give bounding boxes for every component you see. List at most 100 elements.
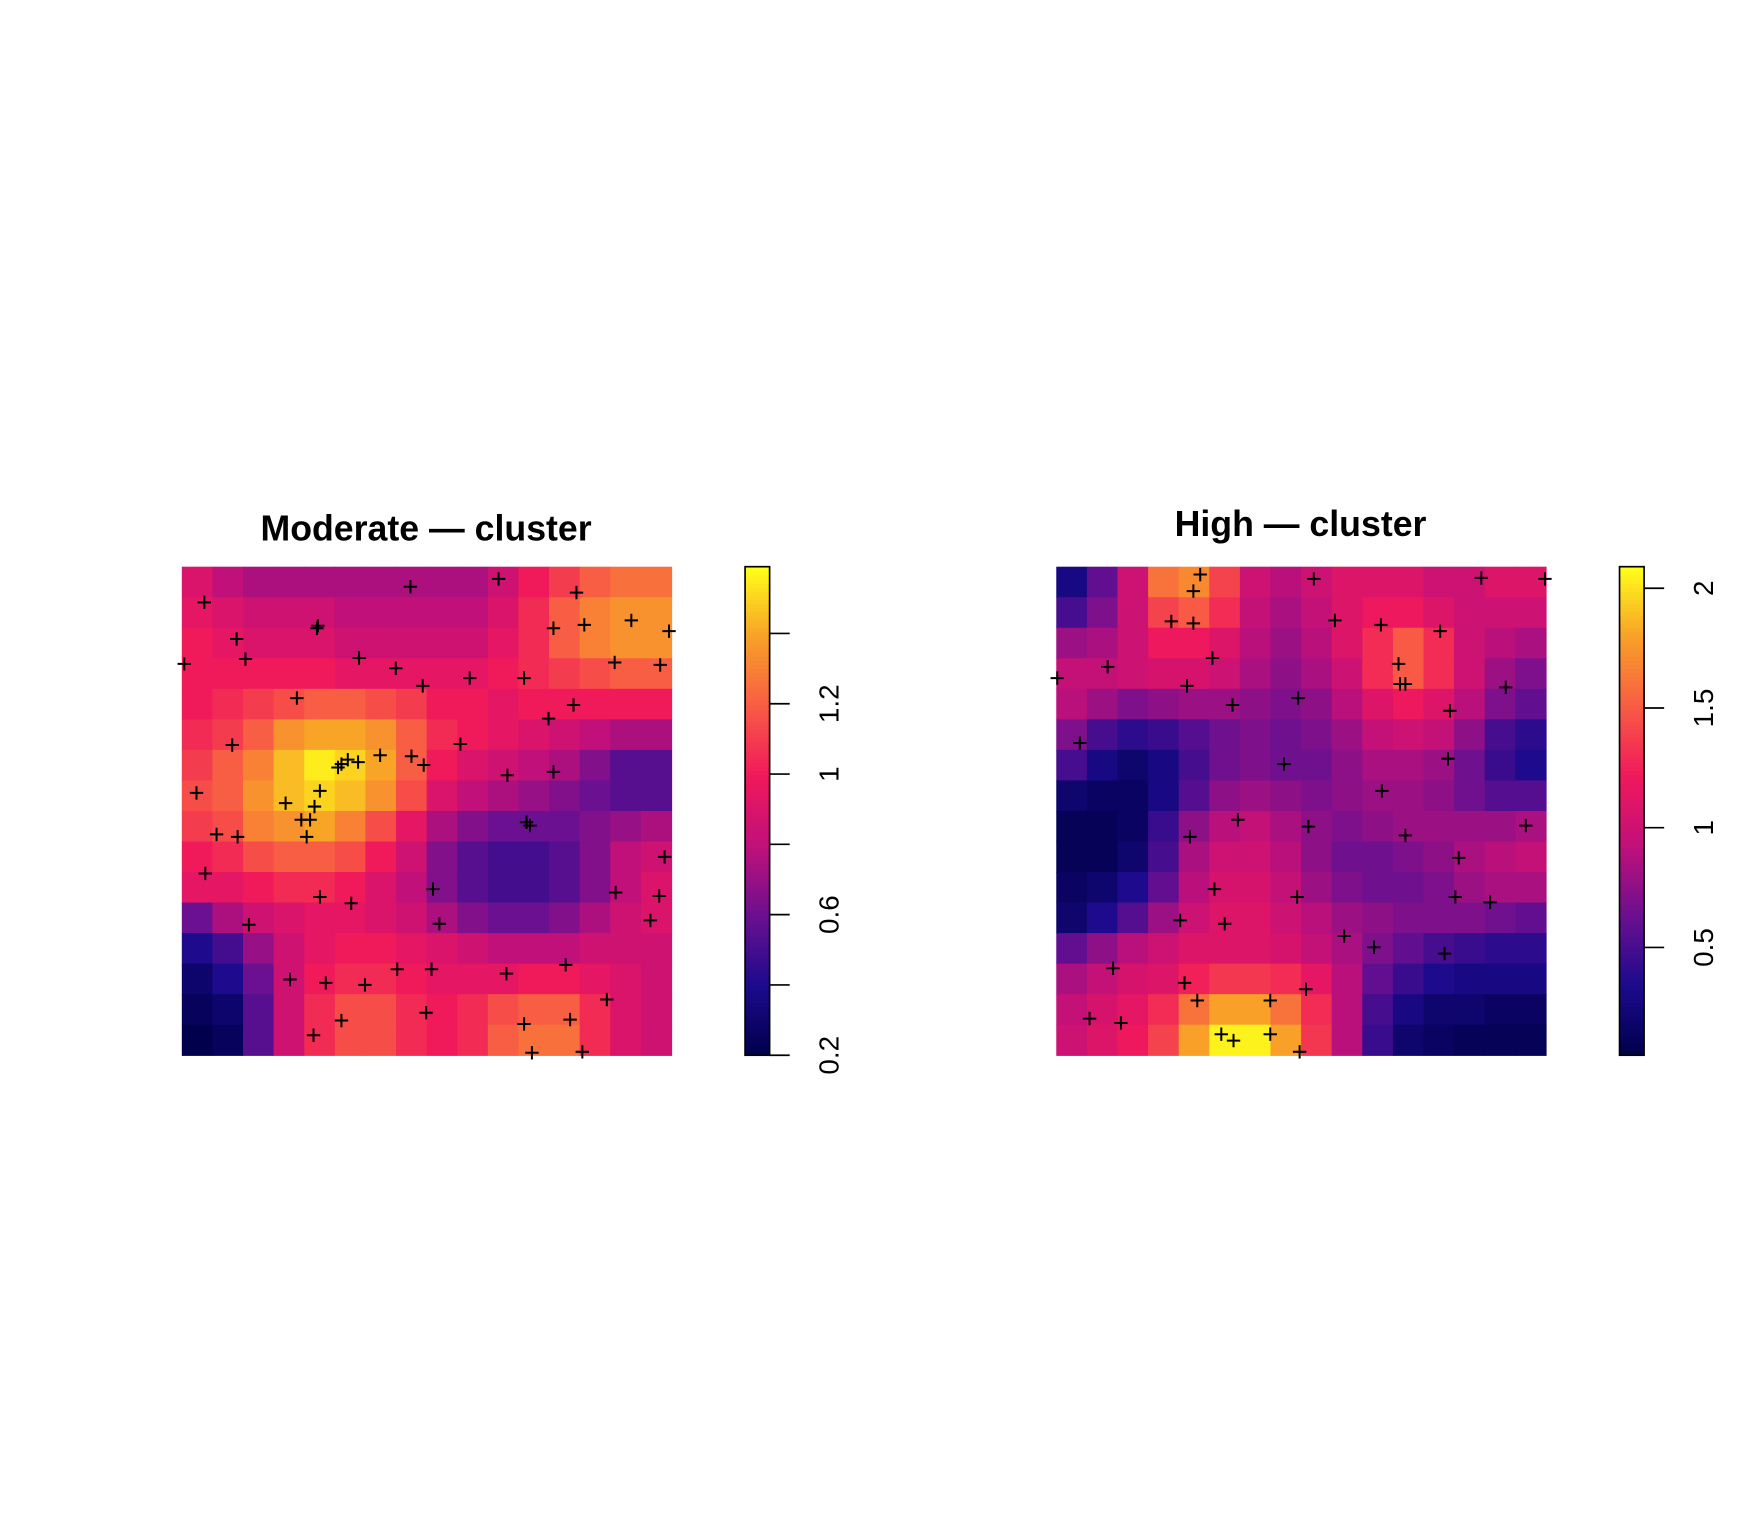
heatmap-cell <box>426 719 458 751</box>
heatmap-cell <box>334 658 367 690</box>
heatmap-cell <box>1484 688 1516 721</box>
heatmap-cell <box>396 810 428 843</box>
heatmap-cell <box>640 810 673 843</box>
colorbar-swatch <box>1619 819 1645 824</box>
colorbar-swatch <box>745 876 770 881</box>
heatmap-cell <box>426 597 458 629</box>
colorbar-swatch <box>745 1010 770 1016</box>
colorbar-swatch <box>1619 733 1645 739</box>
heatmap-cell <box>549 719 581 751</box>
heatmap-cell <box>549 658 581 690</box>
heatmap-cell <box>1056 841 1088 873</box>
colorbar-swatch <box>745 965 770 971</box>
heatmap-cell <box>1148 872 1180 904</box>
colorbar-swatch <box>1619 582 1645 588</box>
colorbar-tick-label: 1 <box>1688 820 1719 836</box>
heatmap-cell <box>487 658 520 690</box>
colorbar-swatch <box>745 758 770 763</box>
heatmap-cell <box>518 749 550 782</box>
chart-title: High — cluster <box>1175 504 1427 544</box>
heatmap-cell <box>487 719 520 751</box>
point <box>517 671 531 685</box>
heatmap-cell <box>426 841 458 873</box>
heatmap-cell <box>1086 994 1119 1026</box>
heatmap-cell <box>1484 841 1516 873</box>
colorbar-swatch <box>745 941 770 946</box>
heatmap-cell <box>396 566 428 598</box>
heatmap-cell <box>610 963 642 995</box>
heatmap-cell <box>640 872 673 904</box>
heatmap-cell <box>1331 749 1363 782</box>
heatmap-cell <box>304 627 336 659</box>
point <box>416 679 430 693</box>
heatmap-cell <box>1392 749 1425 782</box>
heatmap-cell <box>1270 719 1302 751</box>
heatmap-cell <box>212 902 244 934</box>
heatmap-cell <box>1454 994 1486 1026</box>
heatmap-cell <box>334 841 367 873</box>
heatmap-cell <box>457 597 489 629</box>
heatmap-cell <box>579 719 611 751</box>
point <box>358 978 372 992</box>
colorbar-swatch <box>1619 888 1645 894</box>
heatmap-cell <box>579 872 611 904</box>
colorbar-swatch <box>1619 619 1645 625</box>
heatmap-cell <box>457 566 489 598</box>
point <box>1292 1045 1307 1059</box>
heatmap-cell <box>457 749 489 782</box>
colorbar-swatch <box>745 855 770 861</box>
colorbar-swatch <box>745 851 770 857</box>
heatmap-cell <box>1423 994 1455 1026</box>
heatmap-cell <box>579 688 611 721</box>
heatmap-cell <box>457 719 489 751</box>
heatmap-cell <box>1270 994 1302 1026</box>
point <box>1226 1033 1241 1048</box>
heatmap-cell <box>1178 994 1210 1026</box>
point <box>500 768 515 782</box>
heatmap-cell <box>1117 994 1149 1026</box>
heatmap-cell <box>1148 810 1180 843</box>
heatmap-cell <box>1331 1024 1363 1056</box>
colorbar-swatch <box>745 1051 770 1056</box>
point <box>1483 895 1497 910</box>
heatmap-cell <box>1209 780 1241 812</box>
heatmap-cell <box>304 994 336 1026</box>
point <box>197 595 212 610</box>
heatmap-cell <box>334 597 367 629</box>
heatmap-cell <box>1239 780 1272 812</box>
heatmap-cell <box>1392 597 1425 629</box>
colorbar-swatch <box>745 721 770 727</box>
heatmap-cell <box>579 749 611 782</box>
heatmap-cell <box>1423 719 1455 751</box>
heatmap-cell <box>365 597 397 629</box>
colorbar-swatch <box>1619 753 1645 759</box>
heatmap-cell <box>1178 688 1210 721</box>
point <box>290 691 304 705</box>
heatmap-cell <box>1056 627 1088 659</box>
heatmap-cell <box>610 627 642 659</box>
heatmap-cell <box>334 627 367 659</box>
point <box>1391 657 1406 671</box>
colorbar-swatch <box>745 920 770 926</box>
heatmap-cell <box>1209 933 1241 965</box>
heatmap-cell <box>243 1024 275 1056</box>
colorbar-swatch <box>745 623 770 629</box>
colorbar-swatch <box>745 859 770 865</box>
heatmap-cell <box>426 933 458 965</box>
heatmap-cell <box>365 658 397 690</box>
colorbar-swatch <box>745 676 770 682</box>
heatmap-cell <box>365 872 397 904</box>
point <box>1299 982 1313 996</box>
heatmap-cell <box>273 749 305 782</box>
colorbar-swatch <box>745 741 770 747</box>
heatmap-cell <box>1301 933 1333 965</box>
colorbar-swatch <box>745 892 770 898</box>
point <box>519 815 534 829</box>
colorbar-swatch <box>1619 973 1645 979</box>
colorbar-swatch <box>1619 855 1645 861</box>
heatmap-cell <box>1392 780 1425 812</box>
heatmap-cell <box>1484 810 1516 843</box>
heatmap-cell <box>304 749 336 782</box>
colorbar-swatch <box>745 713 770 718</box>
heatmap-cell <box>1239 749 1272 782</box>
